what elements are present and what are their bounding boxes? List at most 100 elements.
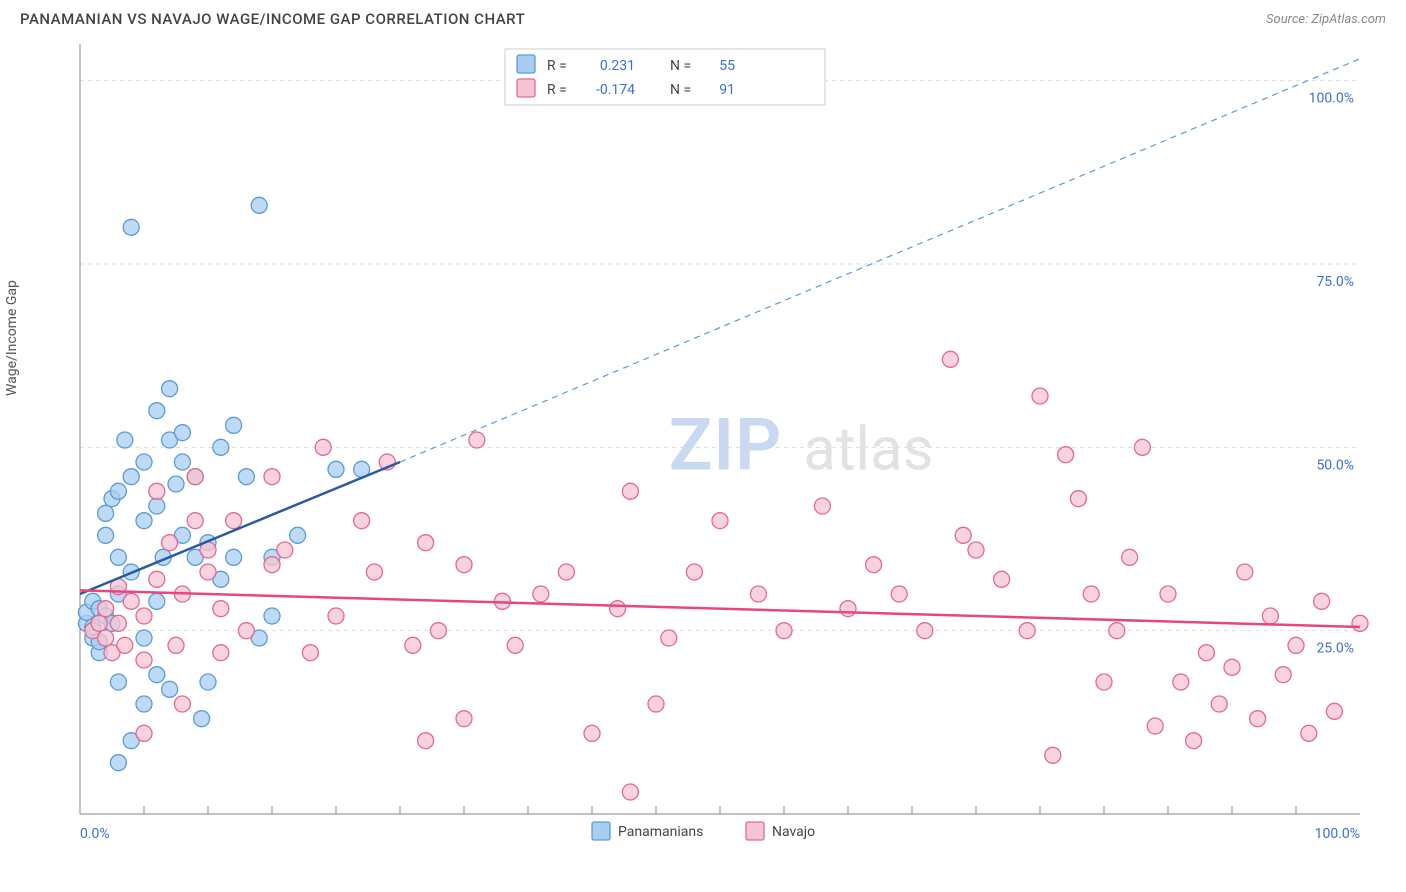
data-point-navajo (622, 483, 638, 499)
data-point-panamanians (162, 381, 178, 397)
data-point-navajo (117, 637, 133, 653)
x-tick-label: 100.0% (1315, 826, 1360, 842)
data-point-navajo (1352, 615, 1368, 631)
data-point-navajo (1160, 586, 1176, 602)
data-point-panamanians (98, 527, 114, 543)
data-point-navajo (558, 564, 574, 580)
watermark: atlas (803, 413, 933, 484)
data-point-navajo (136, 725, 152, 741)
data-point-navajo (507, 637, 523, 653)
data-point-panamanians (136, 513, 152, 529)
data-point-navajo (840, 601, 856, 617)
data-point-navajo (418, 733, 434, 749)
data-point-navajo (1134, 439, 1150, 455)
data-point-panamanians (110, 549, 126, 565)
data-point-navajo (712, 513, 728, 529)
data-point-navajo (1147, 718, 1163, 734)
data-point-navajo (955, 527, 971, 543)
data-point-panamanians (213, 439, 229, 455)
chart-container: 25.0%50.0%75.0%100.0%ZIPatlas0.0%100.0%R… (50, 34, 1386, 864)
data-point-navajo (648, 696, 664, 712)
data-point-navajo (750, 586, 766, 602)
data-point-panamanians (251, 197, 267, 213)
data-point-panamanians (162, 681, 178, 697)
legend-n-value: 55 (719, 58, 735, 74)
data-point-navajo (1275, 667, 1291, 683)
legend-n-label: N = (670, 82, 691, 98)
data-point-panamanians (174, 425, 190, 441)
data-point-navajo (213, 645, 229, 661)
data-point-navajo (418, 535, 434, 551)
data-point-navajo (1198, 645, 1214, 661)
legend-swatch-panamanians (517, 55, 535, 73)
data-point-panamanians (110, 483, 126, 499)
data-point-navajo (1045, 747, 1061, 763)
data-point-navajo (238, 623, 254, 639)
data-point-navajo (942, 351, 958, 367)
data-point-panamanians (168, 476, 184, 492)
legend-r-value: -0.174 (596, 82, 635, 98)
data-point-navajo (456, 711, 472, 727)
data-point-panamanians (110, 674, 126, 690)
data-point-navajo (1109, 623, 1125, 639)
data-point-navajo (162, 535, 178, 551)
data-point-panamanians (194, 711, 210, 727)
data-point-navajo (1301, 725, 1317, 741)
data-point-panamanians (98, 505, 114, 521)
legend-r-label: R = (547, 82, 567, 98)
data-point-panamanians (123, 219, 139, 235)
data-point-navajo (814, 498, 830, 514)
data-point-panamanians (123, 469, 139, 485)
data-point-navajo (354, 513, 370, 529)
data-point-navajo (123, 593, 139, 609)
data-point-navajo (136, 652, 152, 668)
y-axis-label: Wage/Income Gap (4, 280, 20, 396)
data-point-navajo (622, 784, 638, 800)
data-point-navajo (149, 571, 165, 587)
data-point-panamanians (238, 469, 254, 485)
data-point-panamanians (136, 696, 152, 712)
data-point-navajo (533, 586, 549, 602)
legend-n-value: 91 (719, 82, 735, 98)
data-point-navajo (1186, 733, 1202, 749)
data-point-navajo (136, 608, 152, 624)
data-point-navajo (891, 586, 907, 602)
legend-r-label: R = (547, 58, 567, 74)
data-point-navajo (264, 557, 280, 573)
data-point-navajo (1224, 659, 1240, 675)
data-point-panamanians (149, 667, 165, 683)
trend-line-dashed-panamanians (400, 59, 1360, 462)
data-point-navajo (302, 645, 318, 661)
data-point-navajo (1032, 388, 1048, 404)
data-point-navajo (1083, 586, 1099, 602)
data-point-panamanians (328, 461, 344, 477)
data-point-panamanians (136, 630, 152, 646)
watermark: ZIP (669, 402, 782, 487)
data-point-navajo (1019, 623, 1035, 639)
data-point-navajo (610, 601, 626, 617)
data-point-panamanians (174, 454, 190, 470)
data-point-navajo (200, 564, 216, 580)
data-point-navajo (866, 557, 882, 573)
data-point-navajo (328, 608, 344, 624)
data-point-navajo (686, 564, 702, 580)
y-tick-label: 25.0% (1316, 641, 1354, 657)
y-tick-label: 100.0% (1309, 91, 1354, 107)
data-point-panamanians (149, 498, 165, 514)
data-point-navajo (174, 696, 190, 712)
legend-n-label: N = (670, 58, 691, 74)
y-tick-label: 75.0% (1316, 274, 1354, 290)
data-point-panamanians (264, 608, 280, 624)
data-point-panamanians (200, 674, 216, 690)
scatter-chart: 25.0%50.0%75.0%100.0%ZIPatlas0.0%100.0%R… (50, 34, 1370, 864)
data-point-navajo (405, 637, 421, 653)
title-bar: PANAMANIAN VS NAVAJO WAGE/INCOME GAP COR… (0, 0, 1406, 34)
bottom-legend-label: Panamanians (618, 824, 703, 840)
data-point-navajo (1262, 608, 1278, 624)
data-point-panamanians (110, 755, 126, 771)
data-point-panamanians (226, 549, 242, 565)
data-point-panamanians (149, 403, 165, 419)
data-point-navajo (149, 483, 165, 499)
data-point-navajo (168, 637, 184, 653)
legend-swatch-navajo (517, 79, 535, 97)
